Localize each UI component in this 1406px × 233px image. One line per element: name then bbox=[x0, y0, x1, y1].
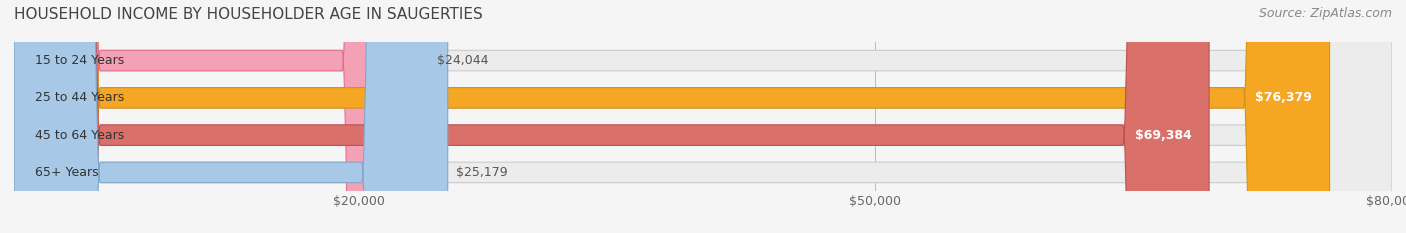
Text: 25 to 44 Years: 25 to 44 Years bbox=[35, 91, 124, 104]
FancyBboxPatch shape bbox=[14, 0, 1330, 233]
FancyBboxPatch shape bbox=[14, 0, 1209, 233]
FancyBboxPatch shape bbox=[14, 0, 1392, 233]
Text: $24,044: $24,044 bbox=[437, 54, 488, 67]
FancyBboxPatch shape bbox=[14, 0, 1392, 233]
FancyBboxPatch shape bbox=[14, 0, 447, 233]
Text: Source: ZipAtlas.com: Source: ZipAtlas.com bbox=[1258, 7, 1392, 20]
Text: 45 to 64 Years: 45 to 64 Years bbox=[35, 129, 124, 142]
Text: $76,379: $76,379 bbox=[1256, 91, 1312, 104]
Text: $69,384: $69,384 bbox=[1135, 129, 1192, 142]
FancyBboxPatch shape bbox=[14, 0, 429, 233]
Text: 15 to 24 Years: 15 to 24 Years bbox=[35, 54, 124, 67]
Text: 65+ Years: 65+ Years bbox=[35, 166, 98, 179]
FancyBboxPatch shape bbox=[14, 0, 1392, 233]
Text: HOUSEHOLD INCOME BY HOUSEHOLDER AGE IN SAUGERTIES: HOUSEHOLD INCOME BY HOUSEHOLDER AGE IN S… bbox=[14, 7, 482, 22]
FancyBboxPatch shape bbox=[14, 0, 1392, 233]
Text: $25,179: $25,179 bbox=[457, 166, 508, 179]
